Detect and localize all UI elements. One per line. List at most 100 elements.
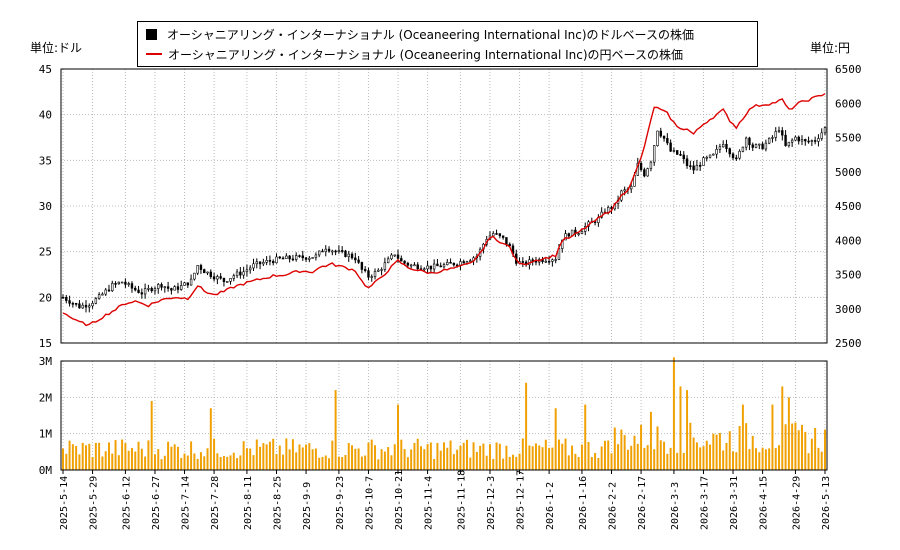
right-tick-label: 5000	[835, 166, 862, 179]
candle-body	[74, 303, 78, 305]
volume-bar	[548, 447, 551, 470]
volume-bar	[544, 439, 547, 470]
volume-bar	[124, 443, 127, 470]
volume-bar	[232, 452, 235, 470]
candle-body	[134, 287, 137, 291]
candle-body	[672, 150, 676, 152]
candle-body	[163, 286, 167, 288]
volume-bar	[525, 382, 528, 470]
x-tick-label: 2026-2-17	[637, 476, 648, 530]
volume-bar	[804, 431, 807, 470]
volume-bar	[607, 440, 610, 470]
candle-body	[462, 261, 465, 264]
volume-bar	[426, 444, 429, 470]
volume-bar	[452, 454, 455, 470]
candle-body	[702, 157, 705, 166]
volume-bar	[354, 448, 357, 470]
x-tick-label: 2025-9-9	[302, 482, 313, 530]
candle-body	[705, 156, 708, 159]
candle-body	[735, 157, 738, 160]
candle-body	[193, 272, 196, 280]
candle-body	[495, 233, 498, 235]
volume-bar	[508, 456, 511, 470]
left-tick-label: 30	[39, 200, 52, 213]
candle-body	[646, 168, 649, 177]
volume-bar	[393, 444, 396, 470]
legend: オーシャニアリング・インターナショナル (Oceaneering Interna…	[137, 21, 758, 67]
volume-bar	[144, 456, 147, 470]
volume-bar	[268, 441, 271, 470]
volume-bar	[590, 457, 593, 470]
candle-body	[413, 264, 416, 267]
candle-body	[761, 143, 764, 150]
candle-body	[774, 131, 777, 138]
volume-bar	[331, 440, 334, 470]
x-tick-label: 2026-2-2	[608, 482, 619, 530]
volume-bar	[285, 438, 288, 470]
volume-bar	[456, 449, 459, 470]
candle-body	[91, 302, 94, 307]
volume-bar	[741, 404, 744, 470]
volume-bar	[180, 457, 183, 470]
right-tick-label: 3000	[835, 303, 862, 316]
candle-body	[340, 250, 344, 252]
volume-bar	[380, 449, 383, 470]
volume-bar	[420, 446, 422, 470]
candle-body	[377, 269, 380, 272]
candle-body	[442, 264, 446, 268]
volume-bar	[265, 444, 268, 470]
legend-label-usd: オーシャニアリング・インターナショナル (Oceaneering Interna…	[167, 27, 694, 42]
candle-body	[685, 158, 689, 166]
volume-bar	[137, 441, 140, 470]
volume-bar	[176, 446, 179, 470]
volume-bar	[515, 456, 518, 470]
x-tick-label: 2026-4-15	[759, 476, 770, 530]
candle-body	[370, 276, 373, 278]
volume-bar	[383, 451, 386, 470]
volume-bar	[390, 455, 393, 470]
right-tick-label: 5500	[835, 132, 862, 145]
candle-body	[68, 300, 71, 304]
volume-bar	[682, 452, 685, 470]
volume-bar	[643, 447, 646, 470]
candle-body	[698, 164, 702, 167]
volume-plot-frame	[60, 360, 828, 471]
volume-bar	[101, 456, 104, 470]
volume-bar	[686, 390, 689, 470]
candle-body	[498, 233, 502, 237]
candle-body	[718, 146, 722, 150]
candle-body	[265, 260, 268, 263]
volume-bar	[311, 449, 314, 470]
volume-bar	[679, 386, 682, 470]
volume-bar	[134, 451, 137, 470]
candle-body	[209, 271, 213, 277]
volume-bar	[669, 447, 672, 470]
volume-bar	[485, 455, 488, 470]
volume-bar	[236, 458, 239, 470]
volume-bar	[196, 458, 199, 470]
volume-bar	[768, 448, 771, 470]
volume-bar	[712, 433, 715, 470]
x-tick-label: 2026-1-2	[545, 482, 556, 530]
candle-body	[505, 237, 508, 245]
candle-body	[666, 138, 669, 144]
candle-body	[692, 165, 695, 171]
candle-body	[679, 154, 682, 156]
volume-bar	[735, 452, 738, 470]
volume-bar	[360, 456, 363, 470]
candle-body	[311, 257, 314, 259]
volume-bar	[709, 444, 712, 470]
candle-body	[649, 161, 653, 169]
legend-item-usd: オーシャニアリング・インターナショナル (Oceaneering Interna…	[146, 25, 694, 43]
candle-body	[794, 136, 797, 141]
volume-bar	[88, 443, 91, 470]
candle-body	[308, 257, 311, 260]
volume-bar	[298, 444, 301, 470]
candle-body	[278, 256, 281, 259]
jpy-series	[62, 93, 826, 327]
candle-body	[452, 262, 456, 266]
candle-body	[449, 261, 452, 264]
volume-bar	[817, 447, 820, 470]
candle-body	[784, 134, 787, 146]
volume-bar	[272, 438, 275, 470]
